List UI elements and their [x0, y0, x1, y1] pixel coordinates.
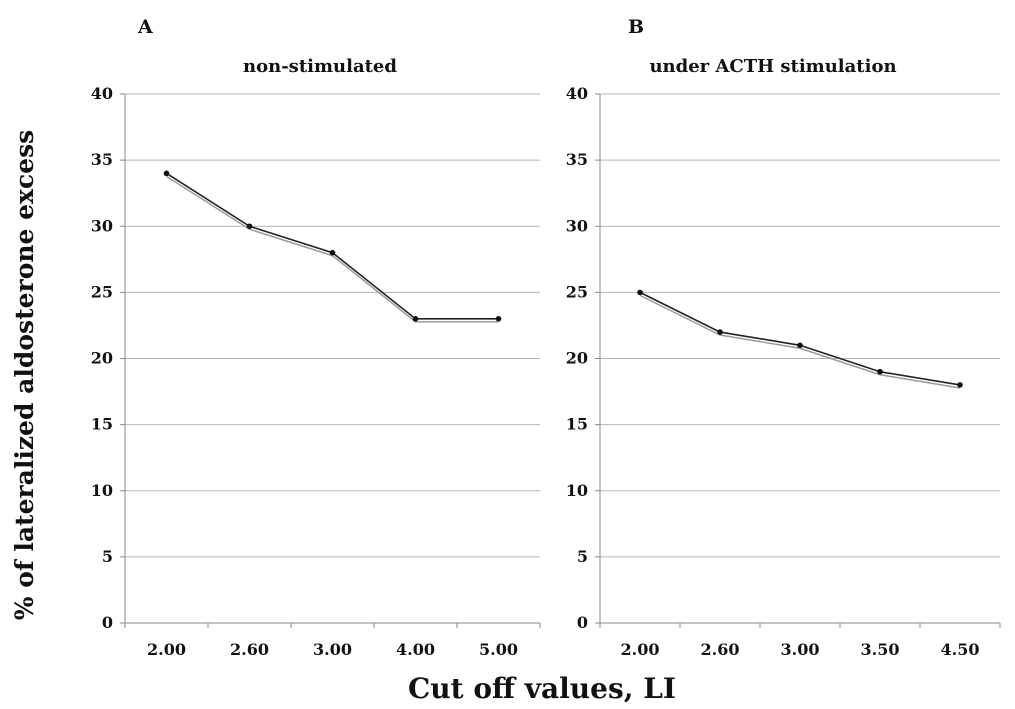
panel-b-y-tick-label: 30	[566, 216, 588, 235]
panel-a-data-point	[495, 316, 502, 322]
panel-a-y-tick-label: 20	[91, 349, 113, 368]
panel-b-x-tick-label: 4.50	[941, 640, 980, 659]
panel-a-y-tick-label: 0	[102, 613, 113, 632]
y-axis-title: % of lateralized aldosterone excess	[10, 130, 39, 621]
panel-b-data-point	[637, 289, 643, 296]
panel-b: B under ACTH stimulation 0 5 10 15 20 25 30 35 4…	[566, 16, 1001, 659]
panel-a-y-tick-label: 5	[102, 547, 113, 566]
panel-a-y-tick-label: 15	[91, 415, 113, 434]
x-axis-title: Cut off values, LI	[408, 672, 676, 705]
panel-a-series-line-shadow	[166, 175, 499, 323]
panel-b-x-tick-label: 3.00	[781, 640, 820, 659]
panel-b-y-tick-label: 5	[577, 547, 588, 566]
panel-b-series-line	[639, 291, 961, 386]
panel-b-data-point	[877, 368, 883, 375]
panel-a-y-tick-label: 40	[91, 84, 113, 103]
panel-a-x-tick-label: 2.60	[230, 640, 269, 659]
panel-b-x-tick-label: 3.50	[861, 640, 900, 659]
panel-a-title: non-stimulated	[243, 56, 397, 77]
panel-b-series-line-shadow	[639, 294, 961, 389]
panel-a-data-point	[329, 249, 336, 256]
panel-b-data-point	[797, 342, 803, 349]
panel-a-x-tick-label: 5.00	[479, 640, 518, 659]
panel-b-y-tick-label: 25	[566, 282, 588, 301]
panel-a-y-tick-label: 10	[91, 481, 113, 500]
panel-b-data-point	[717, 329, 723, 335]
panel-a-y-tick-label: 25	[91, 282, 113, 301]
panel-b-y-tick-label: 15	[566, 415, 588, 434]
panel-b-y-tick-label: 40	[566, 84, 588, 103]
panel-b-letter: B	[628, 16, 644, 38]
panel-a-x-tick-label: 3.00	[313, 640, 352, 659]
panel-a-series-line	[166, 172, 499, 320]
panel-b-y-tick-label: 0	[577, 613, 588, 632]
panel-b-x-tick-label: 2.00	[621, 640, 660, 659]
panel-a-data-point	[246, 223, 253, 230]
panel-a-letter: A	[137, 16, 153, 38]
panel-b-title: under ACTH stimulation	[649, 56, 896, 77]
panel-b-y-tick-label: 20	[566, 349, 588, 368]
panel-b-y-tick-label: 35	[566, 150, 588, 169]
panel-a-x-tick-label: 2.00	[147, 640, 186, 659]
panel-a-y-tick-label: 35	[91, 150, 113, 169]
panel-a: A non-stimulated 0 5 10 15 20 25 30 35 40 2.00 2.6…	[91, 16, 541, 659]
panel-b-x-tick-label: 2.60	[701, 640, 740, 659]
panel-a-data-point	[163, 170, 170, 177]
panel-b-data-point	[957, 382, 963, 388]
panel-a-data-point	[412, 316, 419, 322]
panel-b-y-tick-label: 10	[566, 481, 588, 500]
panel-a-x-tick-label: 4.00	[396, 640, 435, 659]
panel-a-y-tick-label: 30	[91, 216, 113, 235]
